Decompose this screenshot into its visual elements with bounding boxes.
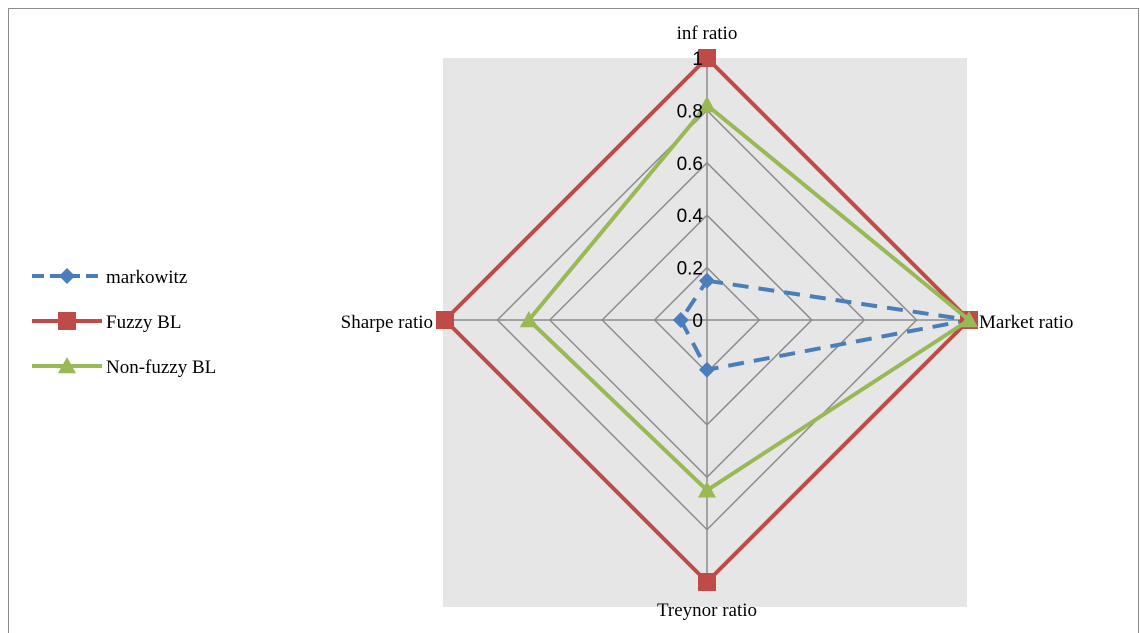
legend-marker [58, 312, 76, 330]
legend-label: Fuzzy BL [106, 312, 181, 333]
series-marker [699, 361, 715, 378]
series-non-fuzzy-bl [519, 96, 978, 498]
series-marker [698, 96, 716, 113]
axis-label-inf-ratio: inf ratio [677, 23, 738, 44]
series-marker [519, 311, 538, 328]
series-marker [436, 311, 454, 329]
legend-item: Non-fuzzy BL [32, 357, 216, 378]
series-marker [672, 312, 689, 328]
series-marker [698, 573, 716, 591]
tick-label: 0.8 [677, 101, 703, 122]
legend-marker [59, 268, 75, 284]
axis-label-treynor-ratio: Treynor ratio [657, 600, 757, 621]
tick-layer: 0 0.2 0.4 0.6 0.8 1 [677, 49, 704, 332]
chart-frame [8, 8, 1139, 633]
series-marker [960, 311, 978, 328]
tick-label: 1 [692, 49, 703, 70]
series-layer [436, 49, 978, 591]
tick-label: 0.4 [677, 206, 704, 227]
series-marker [698, 481, 716, 498]
legend-item: Fuzzy BL [32, 312, 181, 333]
tick-label: 0.6 [677, 154, 703, 175]
tick-label: 0 [692, 311, 703, 332]
legend-item: markowitz [32, 267, 187, 288]
plot-area-background [443, 58, 967, 607]
series-marker [698, 49, 716, 67]
axis-label-sharpe-ratio: Sharpe ratio [341, 312, 433, 333]
legend-label: markowitz [106, 267, 187, 288]
tick-label: 0.2 [677, 259, 703, 280]
legend: markowitz Fuzzy BL Non-fuzzy BL [32, 267, 216, 378]
series-marker [699, 272, 715, 289]
axis-label-market-ratio: Market ratio [979, 312, 1073, 333]
legend-marker [58, 357, 76, 374]
legend-label: Non-fuzzy BL [106, 357, 216, 378]
